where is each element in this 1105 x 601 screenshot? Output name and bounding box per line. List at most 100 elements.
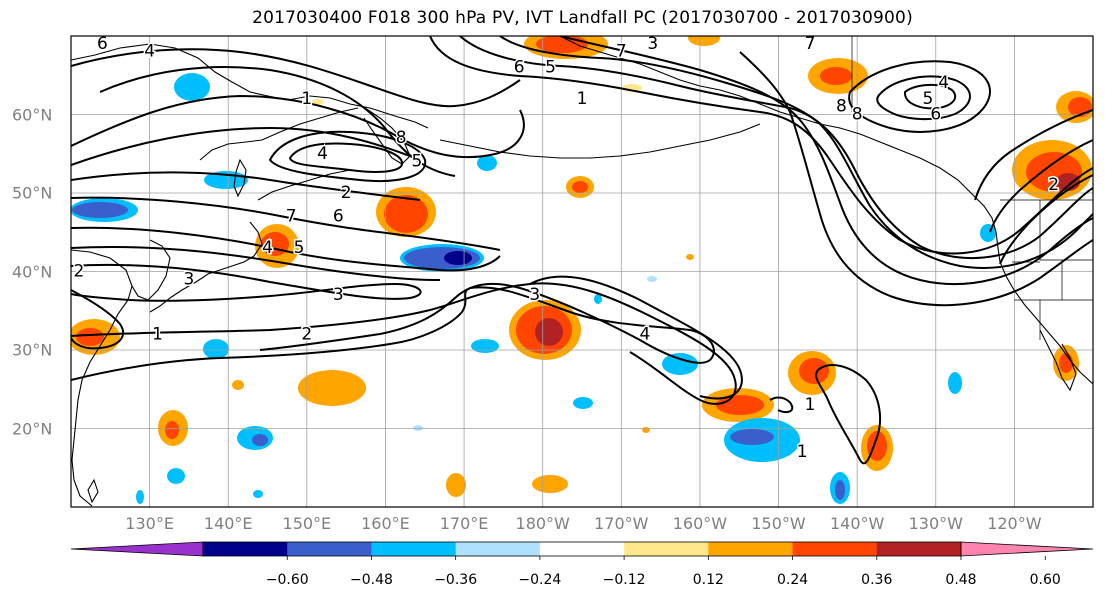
colorbar-extend-high — [960, 541, 1094, 557]
contour-label: 1 — [797, 442, 808, 462]
anomaly-patch — [1056, 173, 1080, 191]
contour-label: 6 — [514, 57, 525, 77]
colorbar-segment — [203, 542, 288, 556]
longitude-label: 170°E — [439, 514, 489, 533]
contour-label: 5 — [922, 89, 933, 109]
contour-line — [769, 396, 794, 414]
anomaly-patch — [477, 155, 497, 171]
coastline-japan — [149, 221, 263, 313]
contour-line — [739, 51, 1093, 307]
anomaly-patch — [594, 294, 602, 304]
anomaly-patch — [471, 339, 499, 353]
contour-label: 8 — [852, 105, 863, 125]
anomaly-patch — [72, 202, 128, 218]
coastline-aleutian — [439, 123, 761, 159]
colorbar-segment — [287, 542, 372, 556]
colorbar-tick-label: −0.60 — [265, 572, 309, 588]
anomaly-patch — [446, 473, 466, 497]
contour-line — [268, 130, 427, 182]
anomaly-patch — [688, 36, 720, 46]
anomaly-patch — [662, 353, 698, 375]
contour-label: 4 — [639, 324, 650, 344]
map-title: 2017030400 F018 300 hPa PV, IVT Landfall… — [252, 8, 913, 28]
anomaly-patch — [174, 73, 210, 101]
coastline-taiwan — [87, 478, 99, 504]
colorbar-segment — [792, 542, 878, 556]
contour-label: 2 — [301, 324, 312, 344]
anomaly-patch — [573, 397, 593, 409]
colorbar-tick-label: 0.60 — [1029, 572, 1061, 588]
contour-line — [288, 142, 404, 173]
anomaly-patch — [298, 370, 366, 406]
contour-line — [974, 109, 1093, 201]
anomaly-patch — [252, 434, 268, 446]
longitude-label: 170°W — [594, 514, 649, 533]
colorbar-segment — [708, 542, 794, 556]
coastline-east-asia — [71, 43, 429, 129]
anomaly-patch — [730, 429, 774, 445]
coastline-baja — [1039, 329, 1077, 392]
anomaly-patch — [253, 490, 263, 498]
negative-anomaly-patches — [71, 73, 996, 504]
longitude-label: 130°W — [908, 514, 963, 533]
longitude-label: 120°W — [987, 514, 1042, 533]
contour-line — [815, 364, 882, 465]
contour-line — [999, 174, 1093, 265]
colorbar-tick-label: 0.24 — [776, 572, 809, 588]
longitude-label: 150°E — [282, 514, 332, 533]
contour-line — [71, 263, 422, 302]
contour-line — [99, 66, 456, 177]
contour-line — [71, 282, 715, 381]
contour-label: 3 — [647, 34, 658, 54]
contour-line — [71, 48, 521, 108]
coastline-kamchatka — [363, 107, 411, 165]
colorbar-extend-low — [70, 541, 204, 557]
contour-line — [71, 289, 125, 350]
contour-label: 6 — [930, 105, 941, 125]
coastline-okhotsk — [199, 107, 359, 161]
contour-line — [429, 36, 1093, 255]
contour-label: 3 — [529, 285, 540, 305]
colorbar-tick-label: 0.12 — [692, 572, 724, 588]
contour-line — [71, 245, 441, 281]
longitude-label: 160°E — [361, 514, 410, 533]
anomaly-patch — [867, 431, 887, 461]
contour-label: 5 — [294, 238, 305, 258]
contour-line — [71, 94, 525, 159]
colorbar-tick-label: −0.36 — [434, 572, 478, 588]
contour-label: 3 — [333, 285, 344, 305]
contour-label: 5 — [411, 152, 422, 172]
latitude-label: 50°N — [12, 183, 53, 203]
anomaly-patch — [1059, 353, 1073, 373]
anomaly-patch — [572, 181, 588, 193]
pv-contours — [71, 36, 1093, 465]
longitude-label: 150°W — [751, 514, 806, 533]
latitude-label: 60°N — [12, 105, 53, 124]
contour-label: 7 — [805, 34, 816, 54]
contour-line — [71, 171, 421, 201]
anomaly-patch — [686, 254, 694, 260]
contour-label: 2 — [73, 262, 84, 282]
anomaly-patch — [76, 328, 104, 346]
longitude-label: 140°W — [829, 514, 885, 533]
contour-line — [71, 196, 501, 251]
contour-label: 6 — [333, 207, 344, 227]
anomaly-patch — [136, 490, 144, 504]
anomaly-patch — [820, 67, 852, 85]
contour-label: 8 — [396, 128, 407, 148]
colorbar-border — [202, 541, 962, 557]
colorbar-tick-label: 0.48 — [945, 572, 977, 588]
longitude-label: 140°E — [203, 514, 253, 533]
anomaly-patch — [799, 358, 829, 384]
contour-line — [71, 126, 421, 166]
coastline-sakhalin — [233, 158, 247, 198]
coastline-kuril — [257, 169, 351, 201]
anomaly-patch — [535, 318, 563, 346]
colorbar-segment — [539, 542, 625, 556]
anomaly-patch — [165, 421, 179, 439]
contour-label: 7 — [286, 207, 297, 227]
colorbar-tick-label: −0.24 — [518, 572, 562, 588]
anomaly-patch — [647, 276, 657, 282]
contour-line — [559, 36, 1093, 286]
